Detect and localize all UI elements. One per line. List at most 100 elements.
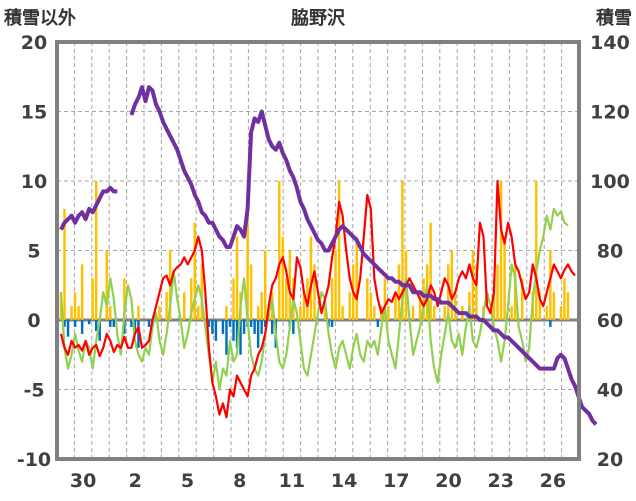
left-tick-label: -5 — [23, 380, 44, 402]
snowfall-bar — [475, 264, 478, 320]
plot-frame — [55, 40, 581, 461]
right-tick-label: 20 — [597, 449, 623, 471]
snowfall-bar — [260, 292, 263, 320]
snowfall-bar — [545, 306, 549, 320]
precip-bar — [256, 320, 260, 348]
snowfall-bar — [299, 306, 302, 320]
snowfall-bar — [510, 306, 513, 320]
snowfall-bar — [232, 278, 235, 320]
snowfall-bar — [429, 222, 432, 320]
snowfall-bar — [281, 236, 285, 320]
snowfall-bar — [288, 250, 292, 320]
x-tick-label: 5 — [181, 470, 194, 492]
snowfall-bar — [369, 292, 373, 320]
snowfall-bar — [566, 292, 570, 320]
precip-bar — [133, 320, 137, 334]
x-tick-label: 23 — [487, 470, 513, 492]
snowfall-bar — [520, 278, 524, 320]
precip-bar — [235, 320, 239, 348]
snowfall-bar — [503, 236, 506, 320]
left-tick-label: 15 — [21, 102, 47, 124]
snowfall-bar — [249, 264, 253, 320]
precip-bar — [253, 320, 256, 334]
x-tick-label: 8 — [233, 470, 246, 492]
snowfall-bar — [63, 208, 66, 320]
snowfall-bar — [538, 292, 542, 320]
x-tick-label: 30 — [70, 470, 96, 492]
precip-bar — [66, 320, 70, 337]
right-tick-label: 80 — [597, 241, 623, 263]
snowfall-bar — [77, 306, 80, 320]
x-tick-label: 26 — [540, 470, 566, 492]
precip-bar — [147, 320, 151, 327]
snowfall-bar — [563, 278, 566, 320]
x-tick-label: 14 — [331, 470, 357, 492]
right-tick-label: 40 — [597, 380, 623, 402]
precip-bar — [232, 320, 235, 341]
snow-depth-line — [59, 85, 598, 426]
precip-bar — [221, 320, 225, 334]
snowfall-bar — [285, 278, 288, 320]
precip-bar — [228, 320, 232, 327]
precip-bar — [211, 320, 214, 334]
precip-bar — [207, 320, 211, 327]
left-tick-label: 10 — [21, 171, 47, 193]
snowfall-bar — [552, 292, 556, 320]
snowfall-bar — [309, 236, 313, 320]
snowfall-bar — [263, 250, 267, 320]
snowfall-bar — [355, 236, 358, 320]
snowfall-bar — [471, 250, 475, 320]
x-tick-label: 11 — [279, 470, 305, 492]
snowfall-bar — [337, 181, 341, 320]
snowfall-bar — [418, 292, 422, 320]
snowfall-bar — [73, 292, 77, 320]
snowfall-bar — [165, 292, 168, 320]
snowfall-bar — [105, 250, 108, 320]
snowfall-bar — [225, 306, 228, 320]
snowfall-bar — [492, 278, 496, 320]
snowfall-bar — [454, 292, 457, 320]
snowfall-bar — [496, 264, 499, 320]
precip-bar — [263, 320, 267, 327]
snowfall-bar — [306, 278, 309, 320]
right-tick-label: 100 — [590, 171, 630, 193]
snowfall-bar — [94, 181, 98, 320]
precip-bar — [80, 320, 84, 334]
snowfall-bar — [109, 306, 112, 320]
snowfall-bar — [91, 278, 94, 320]
precip-bar — [130, 320, 133, 327]
precip-bar — [249, 320, 253, 327]
snowfall-bar — [246, 194, 249, 320]
precip-bar — [98, 320, 101, 341]
snowfall-bar — [549, 250, 552, 320]
snowfall-bar — [200, 264, 204, 320]
temp-min-line — [59, 207, 569, 391]
right-tick-label: 60 — [597, 310, 623, 332]
precip-bar — [137, 320, 140, 348]
snowfall-bar — [387, 306, 390, 320]
precip-bar — [123, 320, 126, 334]
snowfall-bar — [373, 306, 376, 320]
precip-bar — [214, 320, 218, 341]
precip-bar — [292, 320, 295, 334]
snowfall-bar — [432, 306, 436, 320]
chart-title: 脇野沢 — [291, 7, 346, 29]
snowfall-bar — [535, 181, 538, 320]
precip-bar — [94, 320, 98, 332]
precip-bar — [376, 320, 380, 327]
snowfall-bar — [366, 278, 369, 320]
snowfall-bar — [348, 292, 351, 320]
snowfall-bar — [397, 264, 401, 320]
snowfall-bar — [123, 278, 126, 320]
snowfall-bar — [443, 306, 446, 320]
snowfall-bar — [313, 264, 316, 320]
precip-bar — [112, 320, 116, 327]
snowfall-bar — [401, 181, 404, 320]
precip-bar — [260, 320, 263, 334]
snowfall-bar — [447, 264, 450, 320]
snowfall-bar — [411, 306, 415, 320]
x-tick-label: 17 — [383, 470, 409, 492]
snowfall-bar — [197, 306, 200, 320]
precip-bar — [239, 320, 242, 355]
snowfall-bar — [70, 306, 73, 320]
